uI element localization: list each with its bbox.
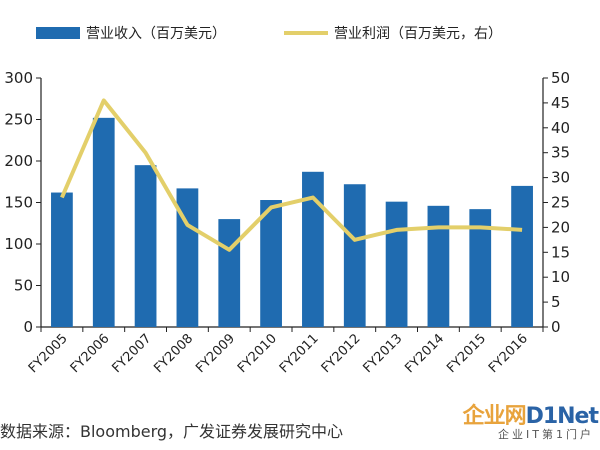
y-right-tick-label: 50 xyxy=(551,69,570,87)
revenue-bar xyxy=(302,171,324,327)
logo-part1: 企业网 xyxy=(462,404,527,429)
y-left-tick-label: 50 xyxy=(14,277,33,295)
y-right-tick-label: 35 xyxy=(551,144,570,162)
x-tick-label: FY2011 xyxy=(277,331,322,376)
revenue-bar xyxy=(176,188,199,327)
y-left-tick-label: 300 xyxy=(4,69,33,87)
legend-swatch-revenue xyxy=(36,27,80,39)
y-left-tick-label: 200 xyxy=(4,152,33,170)
x-tick-label: FY2008 xyxy=(151,331,196,376)
x-tick-label: FY2005 xyxy=(26,331,71,376)
y-right-tick-label: 15 xyxy=(551,243,570,261)
profit-line-path xyxy=(60,98,523,252)
y-left-tick-label: 150 xyxy=(4,194,33,212)
revenue-bar xyxy=(427,205,450,327)
axes xyxy=(36,77,548,332)
x-tick-label: FY2015 xyxy=(444,331,489,376)
x-tick-label: FY2012 xyxy=(319,331,364,376)
y-right-tick-label: 0 xyxy=(551,318,561,336)
logo-main: 企业网D1Net xyxy=(462,398,599,430)
revenue-bar xyxy=(51,192,73,327)
revenue-bar xyxy=(134,165,157,327)
y-left-tick-label: 0 xyxy=(23,318,33,336)
d1net-logo: 企业网D1Net 企业IT第1门户 xyxy=(430,398,599,448)
revenue-bar xyxy=(385,201,408,327)
revenue-bar xyxy=(218,219,241,327)
y-right-tick-label: 30 xyxy=(551,169,570,187)
x-tick-label: FY2010 xyxy=(235,331,280,376)
x-tick-label: FY2006 xyxy=(68,331,113,376)
y-left-tick-label: 250 xyxy=(4,111,33,129)
y-right-tick-label: 40 xyxy=(551,119,570,137)
y-right-tick-label: 10 xyxy=(551,268,570,286)
x-tick-label: FY2014 xyxy=(402,331,447,376)
y-left-tick-label: 100 xyxy=(4,235,33,253)
combo-chart: 营业收入（百万美元） 营业利润（百万美元，右） 0501001502002503… xyxy=(4,26,570,376)
x-tick-label: FY2007 xyxy=(109,331,154,376)
legend-label-profit: 营业利润（百万美元，右） xyxy=(334,26,502,42)
source-note: 数据来源：Bloomberg，广发证券发展研究中心 xyxy=(0,422,344,441)
x-tick-label: FY2016 xyxy=(486,331,531,376)
revenue-bar xyxy=(511,185,533,327)
profit-line xyxy=(60,98,523,252)
x-tick-label: FY2013 xyxy=(360,331,405,376)
revenue-bar xyxy=(469,209,492,327)
y-right-tick-label: 5 xyxy=(551,293,561,311)
y-right-tick-label: 25 xyxy=(551,194,570,212)
y-right-tick-label: 45 xyxy=(551,94,570,112)
logo-sub: 企业IT第1门户 xyxy=(498,428,594,441)
revenue-bar xyxy=(260,200,282,327)
revenue-bar xyxy=(343,184,366,327)
revenue-bars xyxy=(51,117,533,327)
y-right-tick-label: 20 xyxy=(551,218,570,236)
legend: 营业收入（百万美元） 营业利润（百万美元，右） xyxy=(36,26,502,42)
x-tick-label: FY2009 xyxy=(193,331,238,376)
legend-label-revenue: 营业收入（百万美元） xyxy=(86,26,226,42)
logo-part2: D1Net xyxy=(525,404,599,429)
revenue-bar xyxy=(92,117,115,327)
